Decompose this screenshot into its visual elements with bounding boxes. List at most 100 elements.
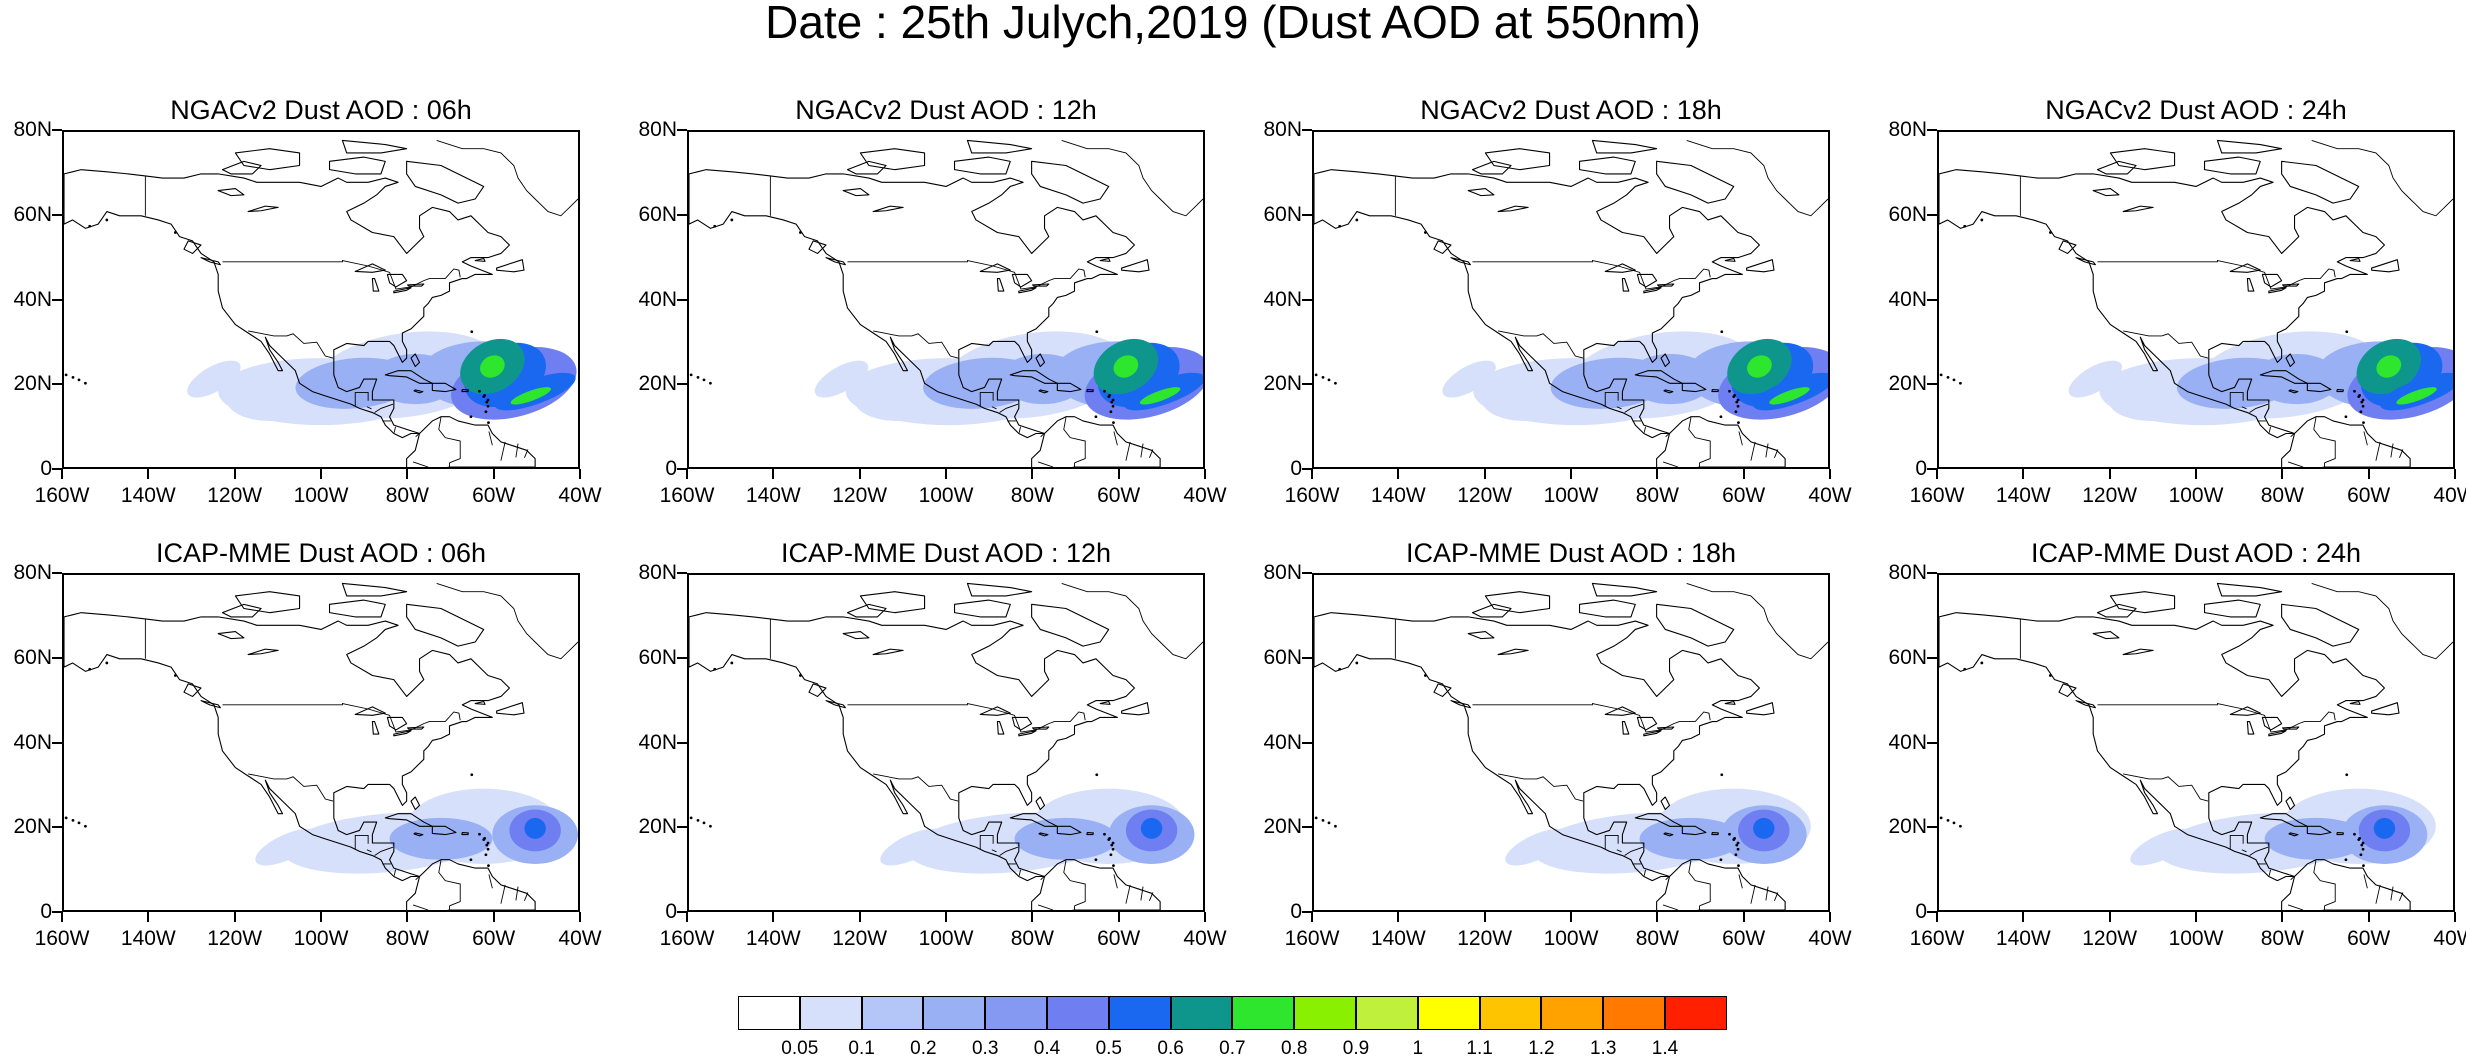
y-tick-label: 0 [40, 457, 52, 480]
x-tick-label: 120W [1457, 484, 1513, 507]
y-tick [1302, 911, 1312, 913]
y-tick-label: 40N [13, 287, 52, 311]
country-borders [2019, 618, 2404, 910]
x-tick-label: 100W [1543, 484, 1599, 507]
y-tick [677, 298, 687, 301]
x-tick [2108, 912, 2111, 922]
x-tick-label: 100W [1543, 927, 1599, 950]
y-tick [1302, 129, 1312, 131]
x-tick [2022, 912, 2025, 922]
x-tick-label: 80W [1635, 484, 1679, 507]
x-tick-label: 100W [2168, 927, 2224, 950]
y-tick [52, 826, 62, 829]
panel-title: NGACv2 Dust AOD : 12h [795, 95, 1097, 125]
x-tick-label: 40W [2433, 927, 2466, 950]
x-tick [1570, 469, 1572, 479]
map-canvas [1314, 582, 1828, 910]
y-tick [1927, 298, 1937, 301]
x-tick [1031, 912, 1034, 922]
y-tick-label: 40N [1888, 730, 1927, 754]
colorbar-swatch [1665, 996, 1727, 1030]
y-tick [677, 826, 687, 829]
y-tick-label: 40N [13, 730, 52, 754]
figure-title: Date : 25th Julych,2019 (Dust AOD at 550… [765, 0, 1701, 48]
x-tick [686, 469, 688, 479]
x-tick-label: 60W [1722, 484, 1766, 507]
x-tick [579, 912, 581, 922]
map-canvas [689, 582, 1203, 910]
map-panel: NGACv2 Dust AOD : 24h 80N 60N 40N 20N 0 160W 14… [1875, 92, 2466, 542]
x-tick-label: 160W [1909, 927, 1965, 950]
colorbar-swatch [1047, 996, 1109, 1030]
y-tick [52, 213, 62, 216]
map-plot-area [62, 130, 580, 469]
colorbar-swatch [738, 996, 800, 1030]
x-tick-label: 40W [558, 484, 602, 507]
y-tick-label: 20N [13, 372, 52, 396]
country-borders [1394, 618, 1779, 910]
x-tick-label: 160W [1284, 927, 1340, 950]
x-tick-label: 80W [2260, 927, 2304, 950]
y-tick [1927, 826, 1937, 829]
y-tick-label: 80N [13, 561, 52, 584]
panel-title: ICAP-MME Dust AOD : 24h [2030, 538, 2362, 568]
y-tick-label: 60N [1263, 202, 1302, 226]
colorbar-label: 1.2 [1528, 1038, 1555, 1059]
y-tick-label: 80N [1263, 118, 1302, 141]
x-tick [2367, 469, 2370, 479]
y-tick [52, 741, 62, 744]
y-tick [52, 468, 62, 470]
x-tick-label: 80W [1010, 927, 1054, 950]
map-plot-area [1312, 573, 1830, 912]
x-tick [320, 912, 322, 922]
x-tick-label: 80W [1635, 927, 1679, 950]
colorbar-swatch [799, 996, 862, 1030]
x-tick [1570, 912, 1572, 922]
y-tick-label: 0 [1915, 900, 1927, 923]
y-tick [1302, 741, 1312, 744]
x-tick-label: 140W [1995, 927, 2051, 950]
x-tick-label: 80W [1010, 484, 1054, 507]
y-tick-label: 80N [1263, 561, 1302, 584]
x-tick [1204, 469, 1206, 479]
coastlines [689, 139, 1203, 467]
y-tick [52, 572, 62, 574]
x-tick [2454, 469, 2456, 479]
map-canvas [1939, 582, 2453, 910]
x-tick-label: 140W [120, 484, 176, 507]
y-tick-label: 20N [1263, 372, 1302, 396]
x-tick [147, 469, 150, 479]
y-tick-label: 80N [638, 561, 677, 584]
x-tick-label: 120W [207, 927, 263, 950]
x-tick [147, 912, 150, 922]
y-tick-label: 60N [13, 645, 52, 669]
panel-title: NGACv2 Dust AOD : 18h [1420, 95, 1722, 125]
x-tick-label: 80W [2260, 484, 2304, 507]
y-tick-label: 60N [1263, 645, 1302, 669]
y-tick [1927, 129, 1937, 131]
map-plot-area [687, 130, 1205, 469]
x-tick-label: 100W [918, 927, 974, 950]
x-tick [858, 469, 861, 479]
x-tick-label: 140W [1995, 484, 2051, 507]
colorbar-swatch [1417, 996, 1480, 1030]
x-tick [772, 912, 775, 922]
colorbar-swatch [1232, 996, 1295, 1030]
x-tick-label: 140W [120, 927, 176, 950]
panel-title: ICAP-MME Dust AOD : 06h [155, 538, 487, 568]
x-tick [1483, 469, 1486, 479]
y-tick-label: 0 [1290, 457, 1302, 480]
y-tick-label: 80N [1888, 561, 1927, 584]
y-tick-label: 20N [638, 372, 677, 396]
dust-aod-field [255, 788, 578, 874]
y-tick [1927, 741, 1937, 744]
x-tick [1742, 912, 1745, 922]
y-tick [52, 129, 62, 131]
map-canvas [64, 582, 578, 910]
y-tick [1302, 213, 1312, 216]
x-tick-label: 140W [745, 927, 801, 950]
x-tick-label: 160W [1284, 484, 1340, 507]
colorbar-label: 0.2 [910, 1038, 937, 1059]
y-tick [1927, 383, 1937, 386]
colorbar-label: 0.5 [1095, 1038, 1122, 1059]
